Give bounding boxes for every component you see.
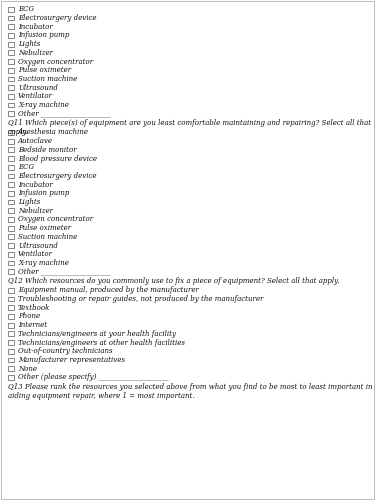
Bar <box>8 174 14 178</box>
Bar <box>8 24 14 29</box>
Text: Infusion pump: Infusion pump <box>18 190 69 198</box>
Text: Lights: Lights <box>18 198 40 206</box>
Bar <box>8 33 14 38</box>
Bar <box>8 288 14 293</box>
Text: Anesthesia machine: Anesthesia machine <box>18 128 89 136</box>
Text: Troubleshooting or repair guides, not produced by the manufacturer: Troubleshooting or repair guides, not pr… <box>18 295 263 303</box>
Text: Other ____________________: Other ____________________ <box>18 110 111 118</box>
Text: Ventilator: Ventilator <box>18 250 53 258</box>
Text: Pulse oximeter: Pulse oximeter <box>18 66 71 74</box>
Text: Oxygen concentrator: Oxygen concentrator <box>18 216 93 224</box>
Text: Nebulizer: Nebulizer <box>18 206 53 214</box>
Bar <box>8 323 14 328</box>
Bar <box>8 112 14 116</box>
Bar <box>8 349 14 354</box>
Bar <box>8 68 14 72</box>
Text: Pulse oximeter: Pulse oximeter <box>18 224 71 232</box>
Bar <box>8 366 14 371</box>
Text: Phone: Phone <box>18 312 40 320</box>
Bar <box>8 234 14 240</box>
Text: Technicians/engineers at your health facility: Technicians/engineers at your health fac… <box>18 330 176 338</box>
Text: Blood pressure device: Blood pressure device <box>18 154 97 162</box>
Bar <box>8 200 14 204</box>
Text: Incubator: Incubator <box>18 180 53 188</box>
Text: Nebulizer: Nebulizer <box>18 49 53 57</box>
Text: Manufacturer representatives: Manufacturer representatives <box>18 356 125 364</box>
Bar <box>8 340 14 345</box>
Text: Technicians/engineers at other health facilities: Technicians/engineers at other health fa… <box>18 338 185 346</box>
Text: ECG: ECG <box>18 6 34 14</box>
Text: Lights: Lights <box>18 40 40 48</box>
Text: Q13 Please rank the resources you selected above from what you find to be most t: Q13 Please rank the resources you select… <box>8 382 372 400</box>
Text: Suction machine: Suction machine <box>18 233 77 241</box>
Bar <box>8 332 14 336</box>
Bar <box>8 252 14 256</box>
Bar <box>8 296 14 302</box>
Text: Internet: Internet <box>18 321 47 329</box>
Text: Equipment manual, produced by the manufacturer: Equipment manual, produced by the manufa… <box>18 286 199 294</box>
Bar <box>8 165 14 170</box>
Bar <box>8 156 14 161</box>
Bar <box>8 243 14 248</box>
Text: X-ray machine: X-ray machine <box>18 259 69 267</box>
Bar <box>8 130 14 135</box>
Text: Suction machine: Suction machine <box>18 75 77 83</box>
Bar <box>8 314 14 319</box>
Text: None: None <box>18 364 37 372</box>
Bar <box>8 7 14 12</box>
Bar <box>8 217 14 222</box>
Text: Electrosurgery device: Electrosurgery device <box>18 14 96 22</box>
Text: Ultrasound: Ultrasound <box>18 242 58 250</box>
Text: Electrosurgery device: Electrosurgery device <box>18 172 96 180</box>
Text: X-ray machine: X-ray machine <box>18 101 69 109</box>
Text: Other (please specify) ____________________: Other (please specify) _________________… <box>18 374 169 382</box>
Text: Infusion pump: Infusion pump <box>18 32 69 40</box>
Bar <box>8 226 14 230</box>
Text: Bedside monitor: Bedside monitor <box>18 146 76 154</box>
Bar <box>8 76 14 82</box>
Bar <box>8 85 14 90</box>
Bar <box>8 50 14 55</box>
Text: ECG: ECG <box>18 163 34 171</box>
Text: Q12 Which resources do you commonly use to fix a piece of equipment? Select all : Q12 Which resources do you commonly use … <box>8 277 339 285</box>
Bar <box>8 59 14 64</box>
Bar <box>8 375 14 380</box>
Text: Ultrasound: Ultrasound <box>18 84 58 92</box>
Text: Incubator: Incubator <box>18 22 53 30</box>
Bar <box>8 358 14 362</box>
Bar <box>8 270 14 274</box>
Bar <box>8 306 14 310</box>
Text: Textbook: Textbook <box>18 304 50 312</box>
Bar <box>8 191 14 196</box>
Text: Autoclave: Autoclave <box>18 137 53 145</box>
Bar <box>8 208 14 213</box>
Bar <box>8 102 14 108</box>
Bar <box>8 148 14 152</box>
Bar <box>8 182 14 187</box>
Bar <box>8 42 14 46</box>
Bar <box>8 138 14 143</box>
Text: Other ____________________: Other ____________________ <box>18 268 111 276</box>
Text: Out-of-country technicians: Out-of-country technicians <box>18 348 112 356</box>
Text: Ventilator: Ventilator <box>18 92 53 100</box>
Text: Q11 Which piece(s) of equipment are you least comfortable maintaining and repair: Q11 Which piece(s) of equipment are you … <box>8 119 371 136</box>
Bar <box>8 94 14 98</box>
Bar <box>8 16 14 20</box>
Bar <box>8 260 14 266</box>
Text: Oxygen concentrator: Oxygen concentrator <box>18 58 93 66</box>
